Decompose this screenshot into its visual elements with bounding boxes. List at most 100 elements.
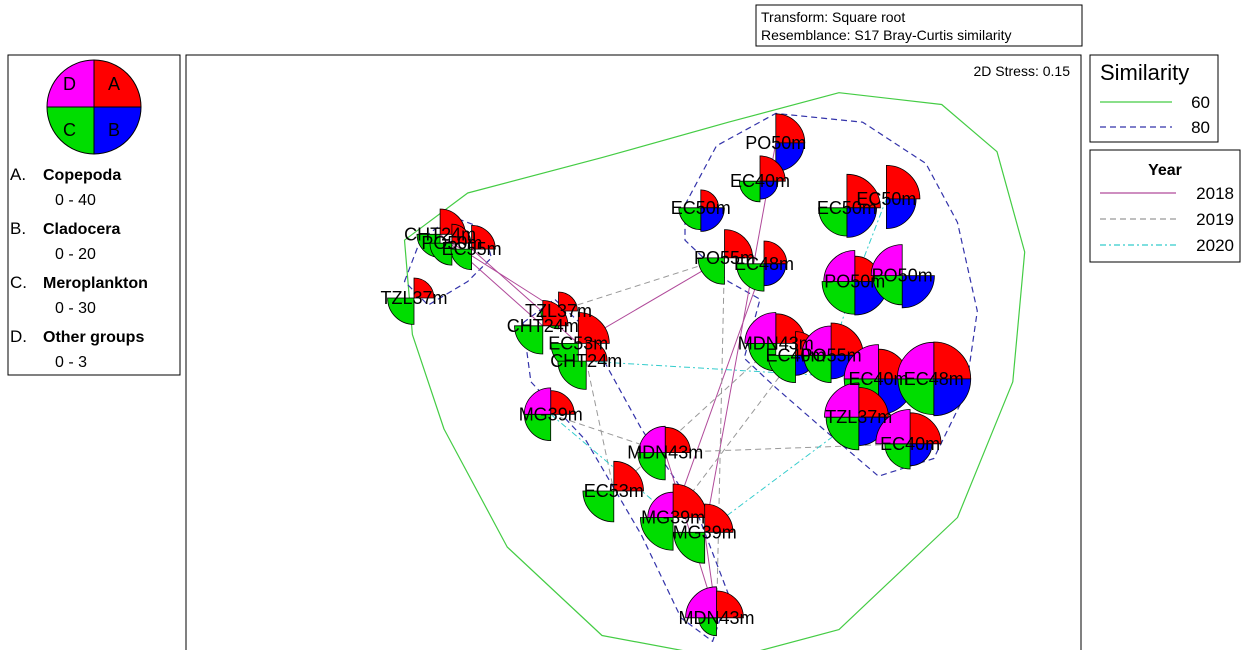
key-item-name: Cladocera bbox=[43, 221, 120, 238]
year-legend-entries: 2018 2019 2020 bbox=[1100, 184, 1234, 255]
sample-pie bbox=[697, 229, 754, 285]
key-quadrant-c bbox=[47, 107, 94, 154]
pie-wedge-copepoda bbox=[542, 300, 569, 327]
key-item-letter: A. bbox=[10, 165, 26, 184]
pie-key-legend: D A C B A. Copepoda 0 - 40 B. Cladocera 0 - 2… bbox=[7, 54, 181, 376]
sample-label: EC40m bbox=[730, 171, 790, 191]
pie-wedge-cladocera bbox=[846, 207, 878, 238]
pie-wedge-copepoda bbox=[763, 240, 788, 265]
pie-wedge-other-groups bbox=[685, 586, 717, 619]
sample-pie bbox=[775, 113, 806, 172]
sample-label: PO50m bbox=[421, 233, 482, 253]
pie-wedge-meroplankton bbox=[738, 180, 761, 203]
sample-label: PO55m bbox=[694, 248, 755, 268]
sample-label: TZL37m bbox=[525, 301, 592, 321]
sample-label: EC40m bbox=[848, 369, 908, 389]
pie-wedge-meroplankton bbox=[523, 413, 552, 442]
pie-wedge-other-groups bbox=[523, 387, 552, 415]
pie-wedge-copepoda bbox=[933, 341, 972, 380]
sample-pie bbox=[637, 425, 691, 481]
pie-wedge-meroplankton bbox=[884, 443, 911, 470]
similarity-60-contour bbox=[403, 92, 1026, 650]
similarity-legend-title: Similarity bbox=[1100, 60, 1189, 85]
pie-wedge-other-groups bbox=[647, 491, 674, 518]
pie-wedge-meroplankton bbox=[514, 325, 544, 355]
pie-wedge-copepoda bbox=[775, 113, 806, 144]
sample-label: EC40m bbox=[765, 345, 825, 365]
sample-pie bbox=[818, 173, 881, 238]
year-legend-frame bbox=[1089, 149, 1241, 263]
pie-wedge-copepoda bbox=[759, 155, 786, 182]
pie-key-icon: D A C B bbox=[46, 59, 142, 155]
sample-pie bbox=[514, 300, 569, 355]
pie-wedge-copepoda bbox=[716, 590, 744, 619]
sample-pie bbox=[557, 339, 608, 390]
sample-pie bbox=[678, 189, 725, 232]
key-letter-b: B bbox=[108, 120, 120, 140]
pie-wedge-meroplankton bbox=[637, 452, 666, 481]
sample-label: EC53m bbox=[548, 333, 608, 353]
pie-wedge-other-groups bbox=[875, 409, 911, 445]
pie-wedge-cladocera bbox=[763, 263, 787, 287]
sample-label: MG39m bbox=[641, 508, 705, 528]
trajectory-2019 bbox=[716, 257, 725, 618]
key-item-range: 0 - 3 bbox=[55, 354, 87, 371]
pie-wedge-other-groups bbox=[870, 244, 903, 276]
similarity-legend-label: 60 bbox=[1191, 93, 1210, 112]
pie-wedge-copepoda bbox=[471, 224, 496, 250]
sample-label: TZL37m bbox=[380, 288, 447, 308]
pie-wedge-copepoda bbox=[451, 223, 472, 244]
key-item-range: 0 - 40 bbox=[55, 192, 96, 209]
sample-label: TZL37m bbox=[825, 407, 892, 427]
pie-wedge-other-groups bbox=[744, 312, 777, 344]
pie-wedge-copepoda bbox=[886, 164, 921, 200]
trajectory-2020 bbox=[704, 416, 860, 533]
key-items: A. Copepoda 0 - 40 B. Cladocera 0 - 20 C. Merop… bbox=[10, 165, 148, 371]
pie-wedge-other-groups bbox=[824, 382, 860, 418]
sample-label: EC48m bbox=[734, 254, 794, 274]
trajectory-2019 bbox=[665, 443, 911, 454]
sample-label: CHT24m bbox=[550, 351, 622, 371]
sample-label: EC55m bbox=[442, 239, 502, 259]
sample-label: PO50m bbox=[745, 133, 806, 153]
pie-wedge-copepoda bbox=[846, 173, 881, 209]
pie-wedge-copepoda bbox=[704, 503, 734, 533]
trajectory-2018 bbox=[704, 142, 777, 533]
pie-wedge-meroplankton bbox=[821, 281, 856, 315]
key-quadrant-a bbox=[94, 60, 141, 107]
key-letter-c: C bbox=[63, 120, 76, 140]
pie-wedge-meroplankton bbox=[825, 416, 860, 451]
sample-label: PO55m bbox=[801, 345, 862, 365]
sample-label: EC50m bbox=[671, 198, 731, 218]
sample-pie bbox=[736, 240, 788, 292]
key-item-name: Other groups bbox=[43, 329, 144, 346]
pie-wedge-meroplankton bbox=[429, 242, 453, 266]
sample-label: PO50m bbox=[872, 266, 933, 286]
pie-wedge-other-groups bbox=[823, 250, 856, 282]
key-letter-a: A bbox=[108, 74, 120, 94]
sample-label: EC53m bbox=[584, 481, 644, 501]
sample-label: EC40m bbox=[880, 434, 940, 454]
sample-label: CHT24m bbox=[507, 316, 579, 336]
similarity-80-contour bbox=[684, 112, 978, 477]
pie-wedge-cladocera bbox=[886, 198, 917, 230]
sample-label: MG39m bbox=[673, 522, 737, 542]
key-item-letter: B. bbox=[10, 219, 26, 238]
pie-wedge-copepoda bbox=[613, 460, 644, 492]
sample-pie bbox=[387, 277, 435, 325]
sample-pie bbox=[429, 223, 472, 266]
pie-wedge-other-groups bbox=[843, 344, 879, 380]
pie-wedge-copepoda bbox=[413, 277, 435, 299]
trajectory-2019 bbox=[585, 361, 615, 492]
year-legend-label: 2018 bbox=[1196, 184, 1234, 203]
sample-pie bbox=[738, 155, 786, 203]
year-legend-title: Year bbox=[1148, 162, 1182, 179]
key-item-letter: C. bbox=[10, 273, 27, 292]
sample-pie bbox=[886, 164, 921, 230]
pie-wedge-meroplankton bbox=[450, 248, 472, 271]
pie-wedge-meroplankton bbox=[872, 275, 903, 306]
pie-wedge-copepoda bbox=[577, 312, 610, 344]
